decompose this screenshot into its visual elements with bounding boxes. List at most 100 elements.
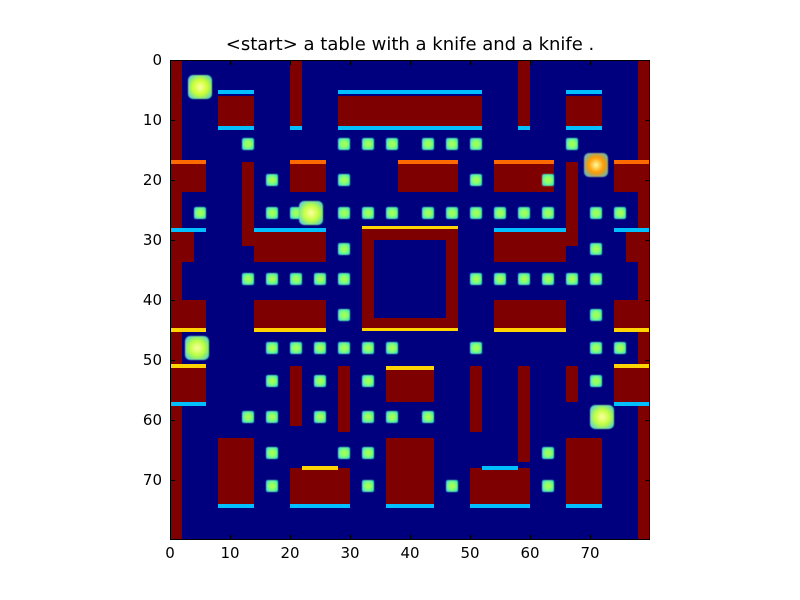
pellet xyxy=(266,207,278,219)
wall-edge xyxy=(170,364,206,368)
wall-top-center-block xyxy=(338,96,482,126)
wall-pillar xyxy=(566,162,578,246)
wall-right-low xyxy=(614,366,650,402)
x-tick xyxy=(410,535,411,540)
wall-edge xyxy=(170,228,206,232)
pellet xyxy=(566,138,578,150)
y-tick xyxy=(170,300,175,301)
x-tick-label: 10 xyxy=(220,544,240,562)
wall-edge xyxy=(494,228,566,232)
y-tick xyxy=(170,480,175,481)
pellet xyxy=(314,273,326,285)
y-tick-label: 10 xyxy=(142,111,162,129)
wall-bottom-block xyxy=(218,438,254,504)
pellet xyxy=(362,480,374,492)
wall-edge xyxy=(362,328,458,331)
y-tick-right xyxy=(645,60,650,61)
pellet xyxy=(266,411,278,423)
x-tick xyxy=(170,535,171,540)
x-tick-label: 30 xyxy=(340,544,360,562)
pellet xyxy=(338,342,350,354)
x-tick-label: 50 xyxy=(460,544,480,562)
y-tick-right xyxy=(645,360,650,361)
pellet xyxy=(338,447,350,459)
wall-edge xyxy=(386,366,434,370)
wall-pillar xyxy=(518,366,530,462)
ghost-sprite-1 xyxy=(584,153,608,177)
pellet xyxy=(542,447,554,459)
wall-edge xyxy=(218,504,254,508)
wall-top-pillar xyxy=(290,60,302,126)
pellet xyxy=(542,480,554,492)
x-tick xyxy=(350,535,351,540)
pellet xyxy=(362,207,374,219)
y-tick xyxy=(170,360,175,361)
y-tick-label: 40 xyxy=(142,291,162,309)
pellet xyxy=(362,342,374,354)
y-tick xyxy=(170,120,175,121)
x-tick-top xyxy=(350,60,351,65)
pellet xyxy=(362,375,374,387)
wall-pillar xyxy=(470,366,482,432)
wall-edge xyxy=(614,228,650,232)
wall-edge xyxy=(254,328,326,332)
pellet xyxy=(590,273,602,285)
wall-edge xyxy=(566,126,602,130)
wall-edge xyxy=(494,328,566,332)
wall-block xyxy=(254,300,326,330)
pellet xyxy=(266,375,278,387)
pellet xyxy=(542,207,554,219)
wall-edge xyxy=(494,160,554,164)
wall-edge xyxy=(170,328,206,332)
x-tick-label: 0 xyxy=(165,544,175,562)
wall-edge xyxy=(614,328,650,332)
wall-edge xyxy=(566,90,602,94)
pellet xyxy=(338,207,350,219)
wall-bottom-block xyxy=(566,438,602,504)
pellet xyxy=(314,411,326,423)
pellet xyxy=(386,411,398,423)
wall-pillar xyxy=(242,162,254,246)
pellet xyxy=(590,342,602,354)
x-tick xyxy=(470,535,471,540)
ghost-sprite-3 xyxy=(185,336,209,360)
y-tick-label: 60 xyxy=(142,411,162,429)
pellet xyxy=(494,273,506,285)
game-frame-image xyxy=(170,60,650,540)
pellet xyxy=(338,309,350,321)
wall-top-pillar xyxy=(518,60,530,126)
wall-right-lower xyxy=(614,300,650,330)
wall-edge xyxy=(290,504,350,508)
pellet xyxy=(362,411,374,423)
y-tick-label: 20 xyxy=(142,171,162,189)
ghost-sprite-4 xyxy=(590,405,614,429)
pellet xyxy=(470,207,482,219)
pellet xyxy=(542,174,554,186)
pellet xyxy=(362,447,374,459)
pellet xyxy=(338,138,350,150)
y-tick-right xyxy=(645,420,650,421)
pellet xyxy=(422,138,434,150)
pellet xyxy=(314,342,326,354)
pellet xyxy=(518,273,530,285)
y-tick-label: 50 xyxy=(142,351,162,369)
y-tick-right xyxy=(645,240,650,241)
pellet xyxy=(566,273,578,285)
x-tick xyxy=(530,535,531,540)
x-tick-top xyxy=(170,60,171,65)
wall-edge xyxy=(290,160,326,164)
x-tick-label: 20 xyxy=(280,544,300,562)
x-tick-top xyxy=(230,60,231,65)
pellet xyxy=(362,138,374,150)
x-tick-label: 40 xyxy=(400,544,420,562)
wall-block xyxy=(398,162,458,192)
wall-edge xyxy=(614,160,650,164)
x-tick xyxy=(590,535,591,540)
plot-title: <start> a table with a knife and a knife… xyxy=(225,34,595,55)
wall-edge xyxy=(398,160,458,164)
wall-edge xyxy=(302,466,338,470)
y-tick-right xyxy=(645,180,650,181)
pellet xyxy=(386,342,398,354)
wall-edge xyxy=(482,466,518,470)
pellet xyxy=(470,273,482,285)
